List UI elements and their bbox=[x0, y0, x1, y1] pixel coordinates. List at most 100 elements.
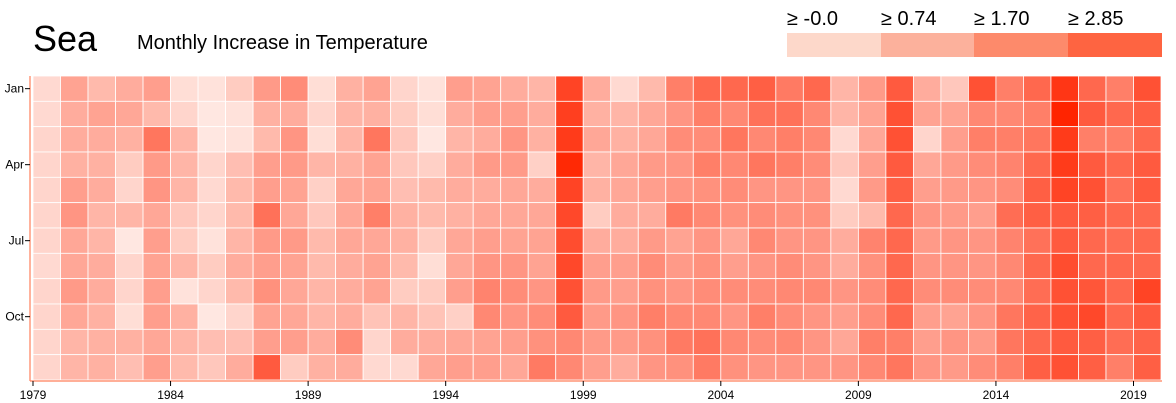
heatmap-cell-2013-Apr bbox=[968, 151, 997, 178]
heatmap-cell-1982-Apr bbox=[115, 151, 144, 178]
heatmap-cell-1983-Nov bbox=[142, 328, 171, 356]
heatmap-cell-1996-Dec bbox=[500, 354, 529, 381]
heatmap-cell-2009-Jun bbox=[857, 202, 887, 229]
heatmap-cell-1989-Mar bbox=[307, 126, 337, 153]
y-tick-label-Oct: Oct bbox=[5, 310, 24, 324]
heatmap-cell-1994-Mar bbox=[445, 126, 474, 153]
heatmap-cell-2008-Oct bbox=[830, 303, 859, 330]
heatmap-cell-1988-Jul bbox=[280, 227, 309, 254]
heatmap-cell-1979-Mar bbox=[32, 126, 61, 153]
heatmap-cell-1987-Feb bbox=[252, 100, 282, 128]
heatmap-cell-1983-Sep bbox=[142, 278, 171, 305]
heatmap-cell-1995-May bbox=[472, 176, 502, 204]
heatmap-cell-2017-Aug bbox=[1078, 252, 1107, 280]
heatmap-cell-2015-Jul bbox=[1023, 227, 1052, 254]
heatmap-cell-1980-Oct bbox=[60, 303, 89, 330]
heatmap-cell-1996-Feb bbox=[500, 100, 529, 128]
heatmap-cell-1994-Sep bbox=[445, 278, 474, 305]
heatmap-cell-2010-Oct bbox=[885, 303, 914, 330]
heatmap-cell-1981-Jun bbox=[87, 202, 116, 229]
heatmap-cell-1991-Oct bbox=[362, 303, 392, 330]
chart-subtitle: Monthly Increase in Temperature bbox=[137, 32, 428, 54]
heatmap-cell-2003-Dec bbox=[692, 354, 722, 381]
heatmap-cell-2013-Oct bbox=[968, 303, 997, 330]
heatmap-cell-1986-Jun bbox=[225, 202, 254, 229]
heatmap-cell-2016-Jun bbox=[1050, 202, 1079, 229]
heatmap-cell-1993-Mar bbox=[417, 126, 447, 153]
heatmap-cell-2009-Nov bbox=[857, 328, 887, 356]
heatmap-cell-1981-Dec bbox=[87, 354, 116, 381]
heatmap-cell-2009-Feb bbox=[857, 100, 887, 128]
heatmap-cell-1990-Apr bbox=[335, 151, 364, 178]
heatmap-cell-2012-Feb bbox=[940, 100, 969, 128]
heatmap-cell-1993-Jun bbox=[417, 202, 447, 229]
heatmap-cell-2000-Aug bbox=[610, 252, 639, 280]
heatmap-cell-1989-Jan bbox=[307, 75, 337, 102]
heatmap-cell-2003-May bbox=[692, 176, 722, 204]
heatmap-cell-1991-May bbox=[362, 176, 392, 204]
heatmap-cell-1991-Jul bbox=[362, 227, 392, 254]
heatmap-cell-2007-Apr bbox=[802, 151, 832, 178]
heatmap-cell-1991-Feb bbox=[362, 100, 392, 128]
heatmap-cell-1993-Aug bbox=[417, 252, 447, 280]
heatmap-cell-2002-Jun bbox=[665, 202, 694, 229]
x-tick-label-2019: 2019 bbox=[1120, 388, 1147, 402]
heatmap-cell-2002-May bbox=[665, 176, 694, 204]
heatmap-cell-2010-May bbox=[885, 176, 914, 204]
heatmap-cell-2010-Apr bbox=[885, 151, 914, 178]
heatmap-cell-1992-Apr bbox=[390, 151, 419, 178]
heatmap-cell-1984-Oct bbox=[170, 303, 199, 330]
heatmap-cell-2012-Apr bbox=[940, 151, 969, 178]
heatmap-cell-1985-Feb bbox=[197, 100, 226, 128]
heatmap-cell-2015-May bbox=[1023, 176, 1052, 204]
heatmap-cell-2004-Jul bbox=[720, 227, 749, 254]
heatmap-cell-1991-Jun bbox=[362, 202, 392, 229]
heatmap-cell-2014-Oct bbox=[995, 303, 1024, 330]
heatmap-cell-1995-Dec bbox=[472, 354, 502, 381]
heatmap-cell-2001-May bbox=[637, 176, 667, 204]
heatmap-cell-2016-Jan bbox=[1050, 75, 1079, 102]
heatmap-cell-2007-Sep bbox=[802, 278, 832, 305]
heatmap-cell-2000-Mar bbox=[610, 126, 639, 153]
heatmap-cell-2018-Jul bbox=[1105, 227, 1134, 254]
heatmap-cell-2015-Nov bbox=[1023, 328, 1052, 356]
heatmap-cell-1989-Sep bbox=[307, 278, 337, 305]
heatmap-cell-2017-Mar bbox=[1078, 126, 1107, 153]
heatmap-cell-1988-Mar bbox=[280, 126, 309, 153]
heatmap-cell-2006-Feb bbox=[775, 100, 804, 128]
heatmap-cell-1995-Nov bbox=[472, 328, 502, 356]
heatmap-cell-1991-Apr bbox=[362, 151, 392, 178]
heatmap-cell-2015-Dec bbox=[1023, 354, 1052, 381]
heatmap-cell-1980-Dec bbox=[60, 354, 89, 381]
heatmap-cell-1998-Oct bbox=[555, 303, 584, 330]
heatmap-cell-2005-Oct bbox=[747, 303, 777, 330]
heatmap-cell-2000-Apr bbox=[610, 151, 639, 178]
heatmap-cell-1992-May bbox=[390, 176, 419, 204]
heatmap-cell-2005-Dec bbox=[747, 354, 777, 381]
heatmap-cell-2003-Feb bbox=[692, 100, 722, 128]
heatmap-cell-1997-Jan bbox=[527, 75, 557, 102]
heatmap-cell-1980-Apr bbox=[60, 151, 89, 178]
heatmap-cell-1987-Mar bbox=[252, 126, 282, 153]
heatmap-cell-2005-Sep bbox=[747, 278, 777, 305]
heatmap-cell-1998-Dec bbox=[555, 354, 584, 381]
heatmap-cell-2012-Dec bbox=[940, 354, 969, 381]
heatmap-cell-1987-Apr bbox=[252, 151, 282, 178]
heatmap-cell-1995-Aug bbox=[472, 252, 502, 280]
heatmap-cell-1997-Sep bbox=[527, 278, 557, 305]
heatmap-cell-1993-Feb bbox=[417, 100, 447, 128]
heatmap-cell-2008-Nov bbox=[830, 328, 859, 356]
heatmap-cell-1985-Jul bbox=[197, 227, 226, 254]
heatmap-cell-2009-May bbox=[857, 176, 887, 204]
heatmap-cell-1979-Feb bbox=[32, 100, 61, 128]
heatmap-cell-2004-Sep bbox=[720, 278, 749, 305]
heatmap-cell-1984-Feb bbox=[170, 100, 199, 128]
heatmap-cell-1996-Sep bbox=[500, 278, 529, 305]
heatmap-cell-2004-Jan bbox=[720, 75, 749, 102]
heatmap-cell-2001-Sep bbox=[637, 278, 667, 305]
heatmap-cell-2015-Sep bbox=[1023, 278, 1052, 305]
heatmap-cell-2018-Aug bbox=[1105, 252, 1134, 280]
heatmap-cell-1981-Nov bbox=[87, 328, 116, 356]
heatmap-cell-2019-Aug bbox=[1133, 252, 1162, 280]
heatmap-cell-2011-Sep bbox=[912, 278, 942, 305]
